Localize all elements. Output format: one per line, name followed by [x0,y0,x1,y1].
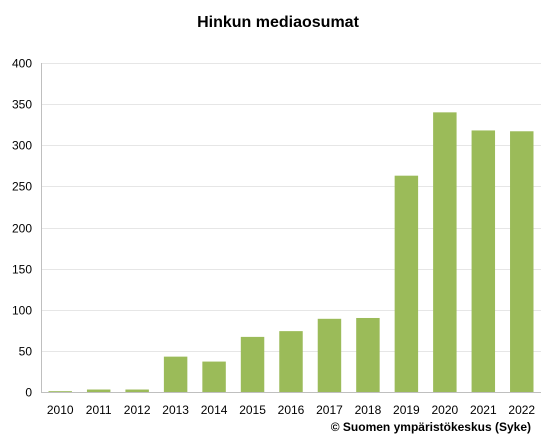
bar-2016 [279,331,303,392]
y-tick-label: 400 [12,57,32,71]
axes [41,63,541,393]
source-label: © Suomen ympäristökeskus (Syke) [331,420,531,434]
bar-2018 [356,317,380,392]
y-tick-label: 150 [12,263,32,277]
bar-2017 [317,318,342,392]
x-tick-label: 2022 [508,403,535,417]
x-tick-label: 2016 [278,403,305,417]
bar-2021 [471,130,496,392]
x-tick-label: 2015 [239,403,266,417]
bar-2020 [433,112,457,392]
x-tick-label: 2012 [124,403,151,417]
bar-2012 [125,389,149,392]
chart-title: Hinkun mediaosumat [197,14,359,31]
y-tick-label: 300 [12,139,32,153]
x-tick-label: 2020 [431,403,458,417]
bar-2010 [48,391,72,392]
y-tick-label: 250 [12,180,32,194]
bar-2013 [163,356,188,392]
y-tick-label: 350 [12,98,32,112]
y-tick-labels: 0 50 100 150 200 250 300 350 400 [12,57,32,400]
grid-lines [41,63,541,352]
x-tick-label: 2021 [470,403,497,417]
x-tick-labels: 2010 2011 2012 2013 2014 2015 2016 2017 2018 2019… [47,403,536,417]
bar-2014 [202,361,226,392]
y-tick-label: 200 [12,222,32,236]
x-tick-label: 2010 [47,403,74,417]
x-tick-label: 2011 [86,403,112,417]
x-tick-label: 2013 [162,403,189,417]
bars [48,112,534,392]
y-tick-label: 100 [12,304,32,318]
bar-2019 [394,175,419,392]
bar-2015 [240,336,265,392]
y-tick-label: 0 [25,386,32,400]
x-tick-label: 2014 [201,403,228,417]
bar-2022 [510,131,534,392]
x-tick-label: 2019 [393,403,420,417]
y-tick-label: 50 [19,345,33,359]
x-tick-label: 2018 [355,403,382,417]
bar-2011 [86,389,111,392]
x-tick-label: 2017 [316,403,343,417]
